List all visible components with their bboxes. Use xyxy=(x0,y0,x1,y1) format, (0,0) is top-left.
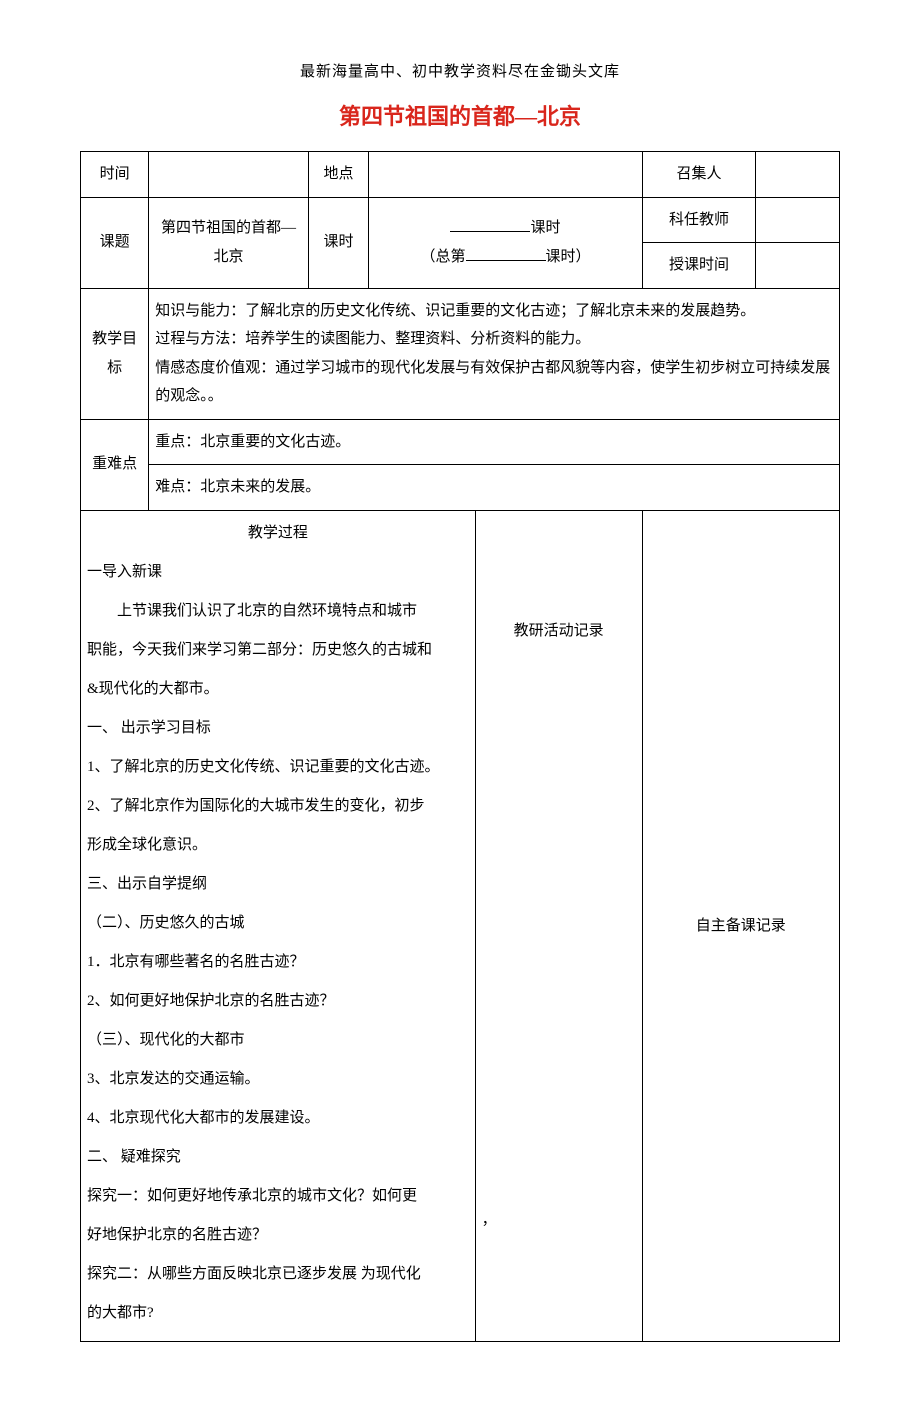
topic-label: 课题 xyxy=(81,197,149,288)
topic-value: 第四节祖国的首都—北京 xyxy=(149,197,308,288)
process-line: 二、 疑难探究 xyxy=(87,1138,469,1177)
row-goals: 教学目标 知识与能力：了解北京的历史文化传统、识记重要的文化古迹；了解北京未来的… xyxy=(81,288,840,419)
process-line: 2、如何更好地保护北京的名胜古迹？ xyxy=(87,982,469,1021)
convener-value xyxy=(756,152,840,198)
period-blank-2 xyxy=(466,260,546,261)
stray-comma: ， xyxy=(482,1206,636,1235)
place-value xyxy=(369,152,642,198)
row-keypoints-2: 难点：北京未来的发展。 xyxy=(81,465,840,511)
process-line: 好地保护北京的名胜古迹？ xyxy=(87,1216,469,1255)
time-label: 时间 xyxy=(81,152,149,198)
document-title: 第四节祖国的首都—北京 xyxy=(80,99,840,131)
process-line: 4、北京现代化大都市的发展建设。 xyxy=(87,1099,469,1138)
lesson-plan-table: 时间 地点 召集人 课题 第四节祖国的首都—北京 课时 课时 （总第课时） 科任… xyxy=(80,151,840,1342)
goals-line-2: 过程与方法：培养学生的读图能力、整理资料、分析资料的能力。 xyxy=(155,325,833,354)
teachtime-value xyxy=(756,243,840,289)
self-prep-col: 自主备课记录 xyxy=(642,510,839,1342)
keypoints-line-1: 重点：北京重要的文化古迹。 xyxy=(149,419,840,465)
process-line: 3、北京发达的交通运输。 xyxy=(87,1060,469,1099)
row-time: 时间 地点 召集人 xyxy=(81,152,840,198)
row-topic-1: 课题 第四节祖国的首都—北京 课时 课时 （总第课时） 科任教师 xyxy=(81,197,840,243)
goals-line-3: 情感态度价值观：通过学习城市的现代化发展与有效保护古都风貌等内容，使学生初步树立… xyxy=(155,354,833,411)
process-line: （三）、现代化的大都市 xyxy=(87,1021,469,1060)
teacher-label: 科任教师 xyxy=(642,197,756,243)
period-blank-1 xyxy=(450,231,530,232)
teachtime-label: 授课时间 xyxy=(642,243,756,289)
row-keypoints-1: 重难点 重点：北京重要的文化古迹。 xyxy=(81,419,840,465)
process-line: 的大都市? xyxy=(87,1294,469,1333)
self-prep-heading: 自主备课记录 xyxy=(649,912,833,941)
place-label: 地点 xyxy=(308,152,369,198)
process-line: 1、了解北京的历史文化传统、识记重要的文化古迹。 xyxy=(87,748,469,787)
period-text-2a: （总第 xyxy=(420,249,465,265)
process-line: 1．北京有哪些著名的名胜古迹？ xyxy=(87,943,469,982)
period-text-2b: 课时） xyxy=(546,249,591,265)
process-body: 一导入新课上节课我们认识了北京的自然环境特点和城市职能，今天我们来学习第二部分：… xyxy=(87,553,469,1333)
process-line: 职能，今天我们来学习第二部分：历史悠久的古城和 xyxy=(87,631,469,670)
convener-label: 召集人 xyxy=(642,152,756,198)
activity-record-col: 教研活动记录 ， xyxy=(475,510,642,1342)
keypoints-line-2: 难点：北京未来的发展。 xyxy=(149,465,840,511)
process-line: 探究一：如何更好地传承北京的城市文化？如何更 xyxy=(87,1177,469,1216)
goals-line-1: 知识与能力：了解北京的历史文化传统、识记重要的文化古迹；了解北京未来的发展趋势。 xyxy=(155,297,833,326)
page-header: 最新海量高中、初中教学资料尽在金锄头文库 xyxy=(80,60,840,81)
process-line: 一导入新课 xyxy=(87,553,469,592)
process-line: 三、出示自学提纲 xyxy=(87,865,469,904)
process-heading: 教学过程 xyxy=(87,519,469,548)
time-value xyxy=(149,152,308,198)
process-line: （二）、历史悠久的古城 xyxy=(87,904,469,943)
activity-record-heading: 教研活动记录 xyxy=(482,617,636,646)
process-content: 教学过程 一导入新课上节课我们认识了北京的自然环境特点和城市职能，今天我们来学习… xyxy=(81,510,476,1342)
process-line: 上节课我们认识了北京的自然环境特点和城市 xyxy=(87,592,469,631)
goals-content: 知识与能力：了解北京的历史文化传统、识记重要的文化古迹；了解北京未来的发展趋势。… xyxy=(149,288,840,419)
process-line: 一、 出示学习目标 xyxy=(87,709,469,748)
process-line: &现代化的大都市。 xyxy=(87,670,469,709)
row-process: 教学过程 一导入新课上节课我们认识了北京的自然环境特点和城市职能，今天我们来学习… xyxy=(81,510,840,1342)
process-line: 2、了解北京作为国际化的大城市发生的变化，初步 xyxy=(87,787,469,826)
period-value: 课时 （总第 课时） xyxy=(369,197,642,288)
period-label: 课时 xyxy=(308,197,369,288)
goals-label: 教学目标 xyxy=(81,288,149,419)
period-text-1: 课时 xyxy=(530,220,560,236)
keypoints-label: 重难点 xyxy=(81,419,149,510)
teacher-value xyxy=(756,197,840,243)
process-line: 探究二：从哪些方面反映北京已逐步发展 为现代化 xyxy=(87,1255,469,1294)
process-line: 形成全球化意识。 xyxy=(87,826,469,865)
